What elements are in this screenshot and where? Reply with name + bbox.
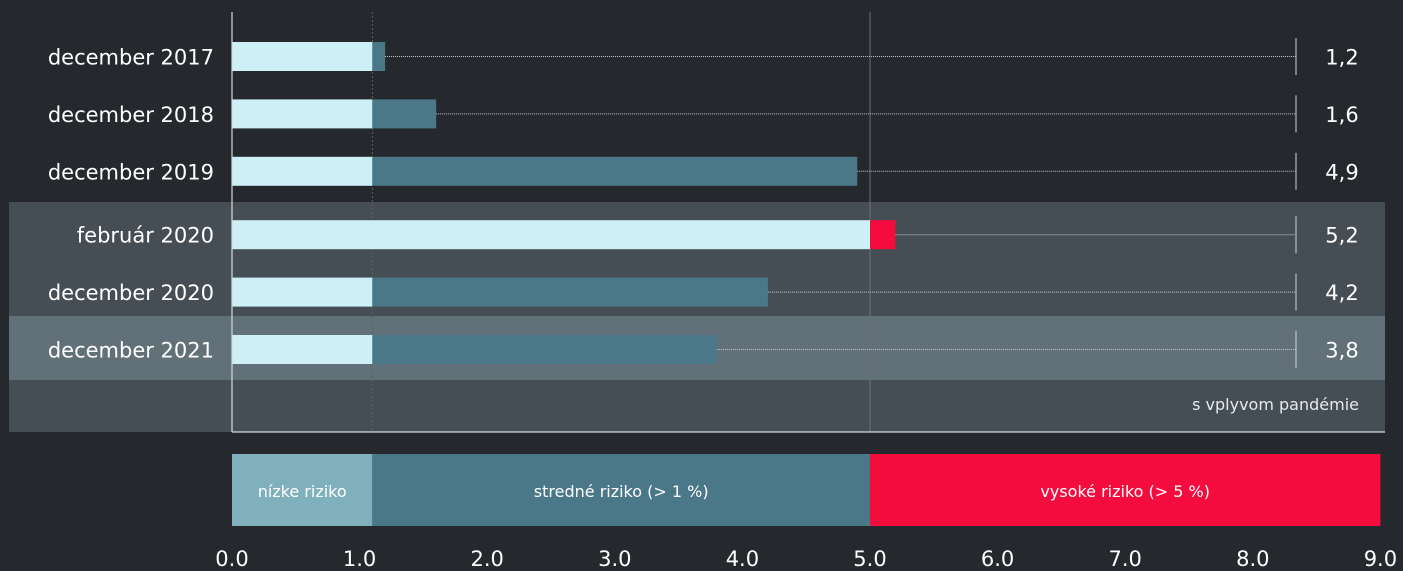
risk-segment [870, 454, 1381, 526]
category-label: december 2018 [48, 103, 214, 127]
x-tick-label: 9.0 [1364, 547, 1397, 571]
bar-segment [372, 156, 858, 186]
bar-segment [870, 220, 896, 250]
bar-segment [232, 156, 373, 186]
category-label: december 2017 [48, 46, 214, 70]
risk-label: nízke riziko [258, 482, 347, 501]
x-tick-label: 7.0 [1108, 547, 1141, 571]
risk-segment [372, 454, 870, 526]
category-label: február 2020 [77, 224, 214, 248]
risk-label: stredné riziko (> 1 %) [534, 482, 709, 501]
bar-segment [232, 335, 373, 364]
bar-segment [232, 42, 373, 71]
pandemic-note: s vplyvom pandémie [1192, 395, 1359, 414]
bar-segment [372, 277, 768, 307]
x-tick-label: 3.0 [598, 547, 631, 571]
risk-segment [232, 454, 373, 526]
value-label: 1,2 [1325, 46, 1358, 70]
x-tick-label: 2.0 [470, 547, 503, 571]
bar-segment [232, 99, 373, 129]
x-tick-label: 5.0 [853, 547, 886, 571]
x-tick-label: 0.0 [215, 547, 248, 571]
bar-segment [232, 277, 373, 307]
x-tick-label: 6.0 [981, 547, 1014, 571]
x-tick-label: 8.0 [1236, 547, 1269, 571]
bar-segment [232, 220, 870, 250]
bar-segment [372, 99, 437, 129]
category-label: december 2021 [48, 339, 214, 363]
x-tick-label: 1.0 [343, 547, 376, 571]
value-label: 3,8 [1325, 339, 1358, 363]
value-label: 4,9 [1325, 160, 1358, 184]
risk-label: vysoké riziko (> 5 %) [1040, 482, 1210, 501]
value-label: 4,2 [1325, 281, 1358, 305]
value-label: 1,6 [1325, 103, 1358, 127]
bar-segment [372, 335, 717, 364]
category-label: december 2020 [48, 281, 214, 305]
x-tick-label: 4.0 [726, 547, 759, 571]
value-label: 5,2 [1325, 224, 1358, 248]
bar-segment [372, 42, 386, 71]
category-label: december 2019 [48, 160, 214, 184]
